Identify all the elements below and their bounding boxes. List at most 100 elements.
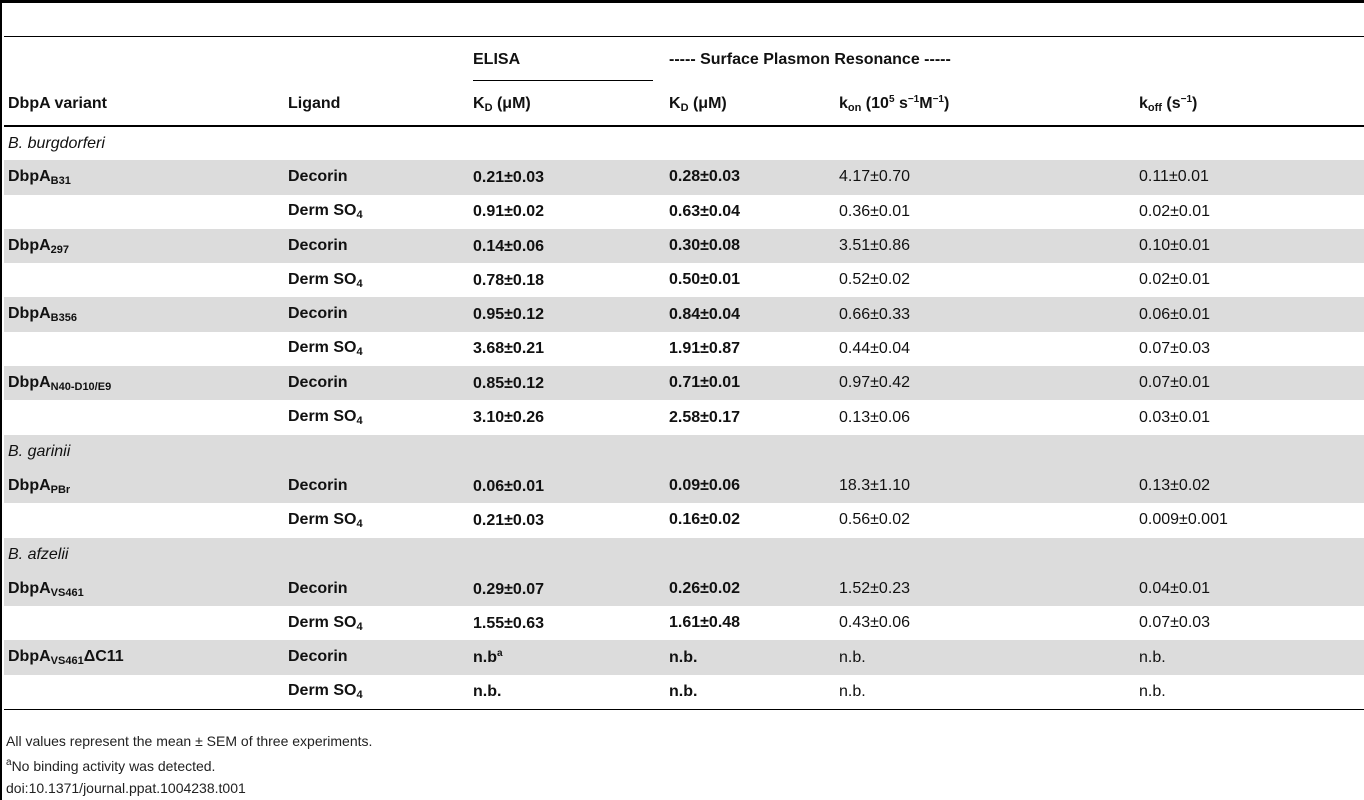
kd-elisa-cell: 0.91±0.02: [473, 203, 545, 221]
variant-cell: [4, 332, 284, 366]
table-row: DbpAPBr Decorin 0.06±0.01 0.09±0.06 18.3±1.1…: [4, 468, 1364, 504]
table-row: Derm SO4 0.21±0.03 0.16±0.02 0.56±0.02 0.009…: [4, 503, 1364, 537]
header-ligand: Ligand: [284, 83, 469, 127]
ligand-cell: Decorin: [284, 160, 469, 195]
footnote-no-binding: aNo binding activity was detected.: [6, 757, 216, 774]
variant-cell: [4, 674, 284, 710]
ligand-cell: Decorin: [284, 571, 469, 607]
koff-cell: n.b.: [1135, 674, 1364, 710]
kon-cell: 1.52±0.23: [835, 571, 1135, 607]
kd-elisa-cell: 3.68±0.21: [473, 340, 545, 358]
kon-cell: 0.97±0.42: [835, 366, 1135, 401]
kd-elisa-cell: 0.78±0.18: [473, 271, 545, 289]
species-row: B. afzelii: [4, 537, 1364, 572]
table-row: Derm SO4 1.55±0.63 1.61±0.48 0.43±0.06 0.07±…: [4, 606, 1364, 640]
kon-cell: 0.52±0.02: [839, 271, 911, 289]
kon-cell: 0.44±0.04: [839, 339, 911, 357]
kon-cell: n.b.: [835, 640, 1135, 675]
species-row: B. garinii: [4, 434, 1364, 469]
ligand-cell: Derm SO4: [288, 408, 363, 428]
kon-cell: 0.56±0.02: [839, 511, 911, 529]
kon-cell: 0.13±0.06: [839, 408, 911, 426]
table-row: DbpAVS461ΔC11 Decorin n.ba n.b. n.b. n.b.: [4, 640, 1364, 675]
kd-spr-cell: 0.50±0.01: [669, 271, 741, 289]
table-footnotes: All values represent the mean ± SEM of t…: [6, 730, 372, 799]
kon-cell: 0.43±0.06: [839, 614, 911, 632]
variant-cell: DbpAVS461ΔC11: [4, 640, 284, 675]
koff-cell: 0.07±0.01: [1135, 366, 1364, 401]
kd-spr-cell: 1.61±0.48: [669, 614, 741, 632]
kd-spr-cell: 0.84±0.04: [665, 297, 835, 332]
header-spr: ----- Surface Plasmon Resonance -----: [665, 36, 1364, 83]
koff-cell: 0.07±0.03: [1139, 339, 1211, 357]
ligand-cell: Decorin: [284, 640, 469, 675]
table-row: DbpA297 Decorin 0.14±0.06 0.30±0.08 3.51±0.8…: [4, 228, 1364, 264]
kd-spr-cell: 0.26±0.02: [665, 571, 835, 607]
table-row: Derm SO4 0.91±0.02 0.63±0.04 0.36±0.01 0.02±…: [4, 195, 1364, 229]
variant-cell: DbpAVS461: [4, 571, 284, 607]
kd-elisa-cell: 0.06±0.01: [469, 468, 665, 504]
koff-cell: 0.06±0.01: [1135, 297, 1364, 332]
kd-spr-cell: 0.16±0.02: [669, 511, 741, 529]
table-row: DbpAB356 Decorin 0.95±0.12 0.84±0.04 0.66±0.…: [4, 297, 1364, 332]
table-row: Derm SO4 0.78±0.18 0.50±0.01 0.52±0.02 0.02±…: [4, 263, 1364, 297]
ligand-cell: Derm SO4: [288, 510, 363, 530]
ligand-cell: Decorin: [284, 468, 469, 504]
variant-cell: [4, 400, 284, 434]
ligand-cell: Decorin: [284, 228, 469, 264]
koff-cell: 0.04±0.01: [1135, 571, 1364, 607]
kd-spr-cell: 0.63±0.04: [669, 202, 741, 220]
variant-cell: [4, 503, 284, 537]
ligand-cell: Derm SO4: [288, 202, 363, 222]
kon-cell: 0.66±0.33: [835, 297, 1135, 332]
koff-cell: n.b.: [1135, 640, 1364, 675]
header-group-row: ELISA ----- Surface Plasmon Resonance --…: [4, 36, 1364, 83]
koff-cell: 0.11±0.01: [1135, 160, 1364, 195]
species-label: B. afzelii: [4, 537, 1364, 572]
table-row: DbpAN40-D10/E9 Decorin 0.85±0.12 0.71±0.01 0…: [4, 366, 1364, 401]
variant-cell: DbpA297: [4, 228, 284, 264]
kd-spr-cell: 0.30±0.08: [665, 228, 835, 264]
kd-spr-cell: 0.09±0.06: [665, 468, 835, 504]
koff-cell: 0.07±0.03: [1139, 614, 1211, 632]
header-kd-elisa: KD (μM): [469, 83, 665, 127]
kon-cell: 4.17±0.70: [835, 160, 1135, 195]
ligand-cell: Decorin: [284, 297, 469, 332]
kon-cell: 0.36±0.01: [839, 202, 911, 220]
table-body: B. burgdorferi DbpAB31 Decorin 0.21±0.03 0.2…: [4, 126, 1364, 710]
ligand-cell: Derm SO4: [288, 613, 363, 633]
variant-cell: DbpAB31: [4, 160, 284, 195]
table-row: Derm SO4 3.68±0.21 1.91±0.87 0.44±0.04 0.07±…: [4, 332, 1364, 366]
ligand-cell: Derm SO4: [284, 674, 469, 710]
ligand-cell: Derm SO4: [288, 270, 363, 290]
koff-cell: 0.13±0.02: [1135, 468, 1364, 504]
table-row: DbpAVS461 Decorin 0.29±0.07 0.26±0.02 1.52±0…: [4, 571, 1364, 607]
species-label: B. burgdorferi: [8, 134, 105, 152]
ligand-cell: Derm SO4: [288, 339, 363, 359]
koff-cell: 0.02±0.01: [1139, 271, 1211, 289]
variant-cell: DbpAB356: [4, 297, 284, 332]
variant-cell: DbpAN40-D10/E9: [4, 366, 284, 401]
table-row: DbpAB31 Decorin 0.21±0.03 0.28±0.03 4.17±0.7…: [4, 160, 1364, 195]
koff-cell: 0.02±0.01: [1139, 202, 1211, 220]
kon-cell: n.b.: [835, 674, 1135, 710]
table-row: Derm SO4 3.10±0.26 2.58±0.17 0.13±0.06 0.03±…: [4, 400, 1364, 434]
header-koff: koff (s−1): [1135, 83, 1364, 127]
variant-cell: DbpAPBr: [4, 468, 284, 504]
kon-cell: 18.3±1.10: [835, 468, 1135, 504]
header-column-row: DbpA variant Ligand KD (μM) KD (μM) kon …: [4, 83, 1364, 127]
kd-elisa-cell: 0.21±0.03: [469, 160, 665, 195]
koff-cell: 0.03±0.01: [1139, 408, 1211, 426]
header-elisa: ELISA: [469, 36, 665, 83]
kd-spr-cell: 0.71±0.01: [665, 366, 835, 401]
kd-spr-cell: n.b.: [665, 640, 835, 675]
header-empty-1: [4, 36, 284, 83]
kd-elisa-cell: 0.21±0.03: [473, 511, 545, 529]
kon-cell: 3.51±0.86: [835, 228, 1135, 264]
kd-spr-cell: 0.28±0.03: [665, 160, 835, 195]
binding-kinetics-table: ELISA ----- Surface Plasmon Resonance --…: [4, 36, 1364, 710]
header-empty-2: [284, 36, 469, 83]
ligand-cell: Decorin: [284, 366, 469, 401]
kd-spr-cell: 1.91±0.87: [669, 339, 741, 357]
kd-elisa-cell: n.b.: [469, 674, 665, 710]
